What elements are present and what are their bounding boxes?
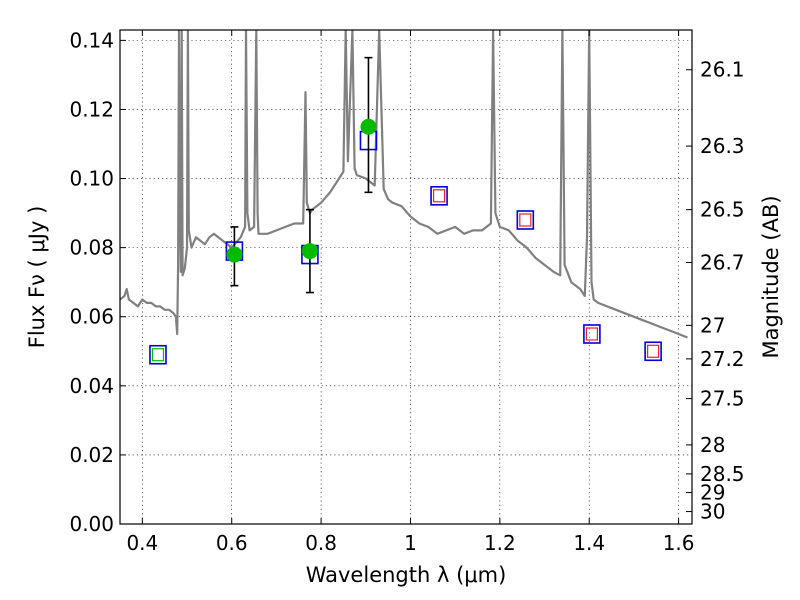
spectrum-line: [120, 30, 688, 339]
y2-axis-label: Magnitude (AB): [759, 195, 783, 358]
upper-limit-box: [519, 213, 532, 227]
plot-frame: [119, 29, 693, 525]
x-tick-label: 0.4: [126, 531, 158, 555]
observed-point: [226, 246, 243, 263]
observed-point: [301, 243, 318, 260]
mag-tick-label: 27.2: [700, 347, 745, 371]
mag-tick-label: 30: [700, 500, 725, 524]
x-tick-label: 0.8: [305, 531, 337, 555]
x-tick-label: 1.2: [484, 531, 516, 555]
model-box: [516, 210, 535, 230]
mag-tick-label: 29: [700, 481, 725, 505]
y-axis-label: Flux Fν ( μJy ): [25, 206, 49, 349]
upper-limit-box: [647, 344, 660, 358]
model-box: [149, 344, 167, 365]
mag-tick-label: 26.3: [700, 134, 745, 158]
x-tick-label: 0.6: [216, 531, 248, 555]
x-axis-label: Wavelength λ (μm): [306, 563, 507, 587]
upper-limit-box: [585, 327, 599, 341]
y-tick-label: 0.06: [69, 305, 114, 329]
mag-tick-label: 28: [700, 433, 725, 457]
x-tick-label: 1.6: [663, 531, 695, 555]
y-tick-label: 0.04: [69, 374, 114, 398]
model-box: [644, 341, 662, 362]
x-tick-label: 1.4: [573, 531, 605, 555]
model-box-inner-green: [151, 348, 165, 362]
y-tick-label: 0.08: [69, 236, 114, 260]
mag-tick-label: 26.1: [700, 58, 745, 82]
mag-tick-label: 28.5: [700, 462, 745, 486]
y-tick-label: 0.02: [69, 443, 114, 467]
grid: [120, 30, 692, 525]
marker-layer: [149, 56, 662, 365]
observed-point: [360, 118, 377, 135]
spectrum-layer: [120, 30, 688, 339]
y-tick-label: 0.12: [69, 97, 114, 121]
upper-limit-box: [432, 189, 446, 203]
mag-tick-label: 26.5: [700, 198, 745, 222]
x-tick-label: 1: [404, 531, 417, 555]
mag-tick-label: 27: [700, 313, 725, 337]
y-tick-label: 0.14: [69, 28, 114, 52]
model-box: [583, 324, 601, 344]
model-box: [430, 186, 448, 206]
y-tick-label: 0.00: [69, 512, 114, 536]
mag-tick-label: 26.7: [700, 250, 745, 274]
mag-tick-label: 27.5: [700, 387, 745, 411]
y-tick-label: 0.10: [69, 167, 114, 191]
tick-layer: 0.4 0.6 0.8 1 1.2 1.4 1.6 0.00 0.02 0.04 0.06 0.08 0…: [69, 28, 744, 555]
